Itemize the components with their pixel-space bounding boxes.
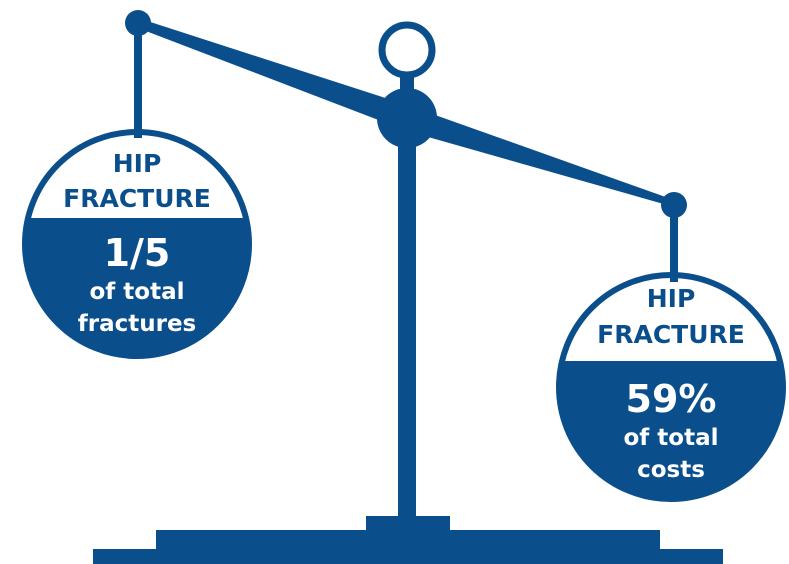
- left-beam-end-knob: [125, 10, 151, 36]
- right-pan-title-line2: FRACTURE: [597, 320, 745, 349]
- right-beam-end-knob: [661, 192, 687, 218]
- pivot-hub: [377, 88, 437, 148]
- scale-post: [398, 120, 416, 520]
- scale-base: [93, 516, 723, 564]
- top-ring: [378, 21, 436, 79]
- left-pan-title-line2: FRACTURE: [63, 184, 211, 213]
- right-pan-outline: [556, 272, 786, 502]
- right-pan: HIP FRACTURE 59% of total costs: [556, 272, 786, 502]
- base-top-block: [366, 516, 450, 532]
- right-pan-desc-line2: costs: [637, 457, 705, 483]
- left-pan-outline: [22, 129, 252, 359]
- base-plinth: [156, 530, 660, 550]
- right-pan-title-line1: HIP: [647, 284, 696, 313]
- left-pan-title-line1: HIP: [113, 149, 162, 178]
- right-pan-desc-line1: of total: [623, 425, 718, 451]
- right-pan-fill: [559, 361, 783, 499]
- left-hanger-rod: [134, 30, 142, 138]
- left-pan-fill: [25, 218, 249, 356]
- left-pan-desc-line1: of total: [89, 279, 184, 305]
- base-bottom-bar: [93, 549, 723, 564]
- right-pan-value: 59%: [626, 377, 717, 421]
- right-hanger-rod: [670, 212, 678, 282]
- left-pan-value: 1/5: [104, 231, 171, 275]
- left-pan: HIP FRACTURE 1/5 of total fractures: [22, 129, 252, 359]
- left-pan-desc-line2: fractures: [78, 311, 197, 337]
